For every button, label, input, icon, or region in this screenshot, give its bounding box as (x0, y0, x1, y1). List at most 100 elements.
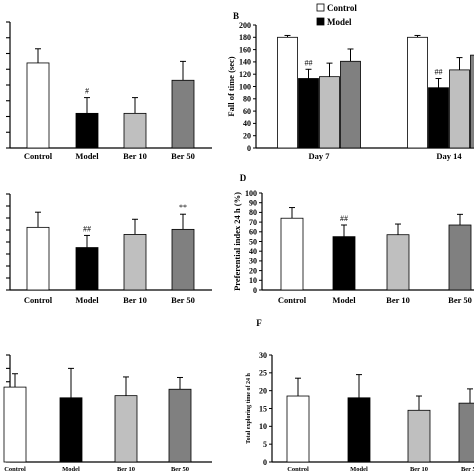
bar (277, 36, 298, 149)
chart-panel-f: F 0 5 10 15 20 25 30 Total exploring time of 24 … (246, 318, 474, 473)
chart-panel-b: B 0 20 40 60 80 100 120 140 160 180 200 Fall of time… (226, 3, 474, 161)
x-tick-label: Control (4, 466, 26, 473)
bar (168, 388, 192, 463)
x-tick-label: Ber 10 (386, 295, 410, 305)
significance-mark: ## (83, 224, 91, 233)
y-tick-label: 20 (249, 266, 257, 275)
chart-panel-a: Control # Model Ber 10 Ber 50 (6, 21, 212, 161)
y-tick-label: 30 (259, 351, 267, 360)
panel-letter: D (240, 173, 247, 183)
bar (26, 226, 50, 291)
bar (407, 409, 431, 463)
bar (171, 228, 195, 291)
x-tick-label: Control (287, 466, 309, 473)
legend-label: Model (327, 17, 352, 27)
x-tick-label: Ber 50 (171, 295, 195, 305)
bar (319, 76, 340, 149)
chart-panel-e: Control Model Ber 10 Ber 50 (3, 354, 212, 473)
y-tick-label: 10 (249, 276, 257, 285)
y-axis-label: Fall of time (sec) (226, 56, 236, 116)
y-axis-label: Preferential index 24 h (%) (232, 192, 242, 291)
x-tick-label: Ber 10 (117, 466, 135, 473)
x-tick-label: Control (278, 295, 307, 305)
y-tick-label: 90 (249, 199, 257, 208)
y-tick-label: 0 (247, 144, 251, 153)
x-tick-label: Control (24, 295, 53, 305)
y-tick-label: 140 (239, 58, 251, 67)
bar (75, 247, 99, 291)
bar (123, 112, 147, 149)
x-tick-label: Ber 50 (461, 466, 474, 473)
y-tick-label: 10 (259, 422, 267, 431)
bar (407, 36, 428, 149)
y-tick-label: 30 (249, 257, 257, 266)
y-tick-label: 100 (239, 82, 251, 91)
bar (428, 87, 449, 149)
x-tick-label: Ber 50 (171, 466, 189, 473)
bar (470, 54, 474, 149)
y-tick-label: 60 (249, 228, 257, 237)
bar (386, 234, 410, 291)
x-tick-label: Ber 10 (410, 466, 428, 473)
x-tick-label: Model (332, 295, 356, 305)
y-tick-label: 0 (263, 458, 267, 467)
y-tick-label: 60 (243, 107, 251, 116)
chart-panel-c: Control ## Model Ber 10 ** Ber 50 (6, 193, 212, 305)
y-tick-label: 160 (239, 45, 251, 54)
bar (458, 402, 474, 463)
x-tick-label: Ber 10 (123, 151, 147, 161)
y-tick-label: 0 (253, 286, 257, 295)
bar (59, 397, 83, 463)
legend-swatch (316, 3, 325, 12)
x-tick-label: Ber 10 (123, 295, 147, 305)
legend-label: Control (327, 3, 357, 13)
y-tick-label: 40 (249, 247, 257, 256)
bar (26, 62, 50, 149)
bar (75, 112, 99, 149)
bar (123, 234, 147, 291)
bar (3, 386, 27, 463)
bar (280, 217, 304, 291)
significance-mark: ## (305, 58, 313, 67)
x-tick-label: Ber 50 (171, 151, 195, 161)
x-tick-label: Model (350, 466, 368, 473)
legend-swatch (316, 17, 325, 26)
bar (332, 236, 356, 291)
y-tick-label: 100 (245, 189, 257, 198)
x-tick-label: Model (62, 466, 80, 473)
x-tick-label: Control (24, 151, 53, 161)
y-tick-label: 20 (259, 386, 267, 395)
significance-mark: # (85, 87, 89, 96)
y-tick-label: 25 (259, 369, 267, 378)
bar (298, 78, 319, 149)
x-tick-label: Model (75, 295, 99, 305)
bar (114, 395, 138, 463)
bar (340, 60, 361, 149)
y-tick-label: 40 (243, 119, 251, 128)
significance-mark: ## (340, 214, 348, 223)
bar (347, 397, 371, 463)
panel-letter: F (256, 318, 262, 328)
y-tick-label: 50 (249, 237, 257, 246)
significance-mark: ** (179, 203, 187, 212)
bar (449, 69, 470, 149)
bar (286, 395, 310, 463)
y-tick-label: 70 (249, 218, 257, 227)
y-tick-label: 200 (239, 21, 251, 30)
bar (448, 224, 472, 291)
x-tick-label: Ber 50 (448, 295, 472, 305)
bar (171, 79, 195, 149)
y-tick-label: 80 (243, 95, 251, 104)
significance-mark: ## (435, 68, 443, 77)
x-tick-label: Day 14 (436, 151, 462, 161)
y-tick-label: 5 (263, 440, 267, 449)
y-tick-label: 80 (249, 208, 257, 217)
y-tick-label: 180 (239, 33, 251, 42)
x-tick-label: Day 7 (308, 151, 330, 161)
y-tick-label: 15 (259, 404, 267, 413)
panel-letter: B (233, 11, 239, 21)
x-tick-label: Model (75, 151, 99, 161)
y-tick-label: 120 (239, 70, 251, 79)
